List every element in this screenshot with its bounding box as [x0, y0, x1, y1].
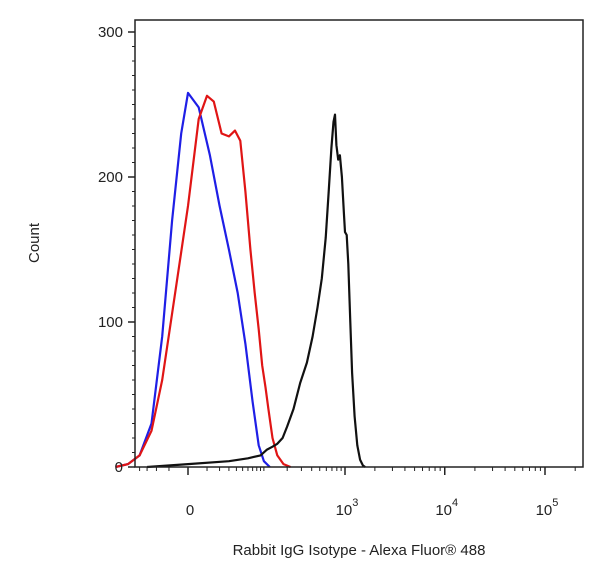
y-axis-title: Count: [26, 222, 43, 263]
x-tick-label-0: 0: [186, 502, 194, 519]
y-axis: 0 100 200 300: [98, 24, 135, 476]
x-axis-title: Rabbit IgG Isotype - Alexa Fluor® 488: [233, 542, 486, 559]
x-tick-label-1: 103: [336, 497, 359, 519]
x-tick-label-2: 104: [435, 497, 458, 519]
plot-frame: [134, 19, 584, 468]
y-tick-label-0: 0: [115, 459, 123, 476]
x-tick-label-3: 105: [536, 497, 559, 519]
y-tick-label-3: 300: [98, 24, 123, 41]
y-tick-label-2: 200: [98, 169, 123, 186]
series-line-0: [115, 91, 271, 469]
y-tick-label-1: 100: [98, 314, 123, 331]
series-line-1: [115, 94, 291, 469]
x-axis: 0 103 104 105: [139, 467, 576, 519]
series-line-2: [147, 113, 366, 469]
plot-border: [134, 19, 584, 468]
series-layer: [115, 91, 366, 469]
